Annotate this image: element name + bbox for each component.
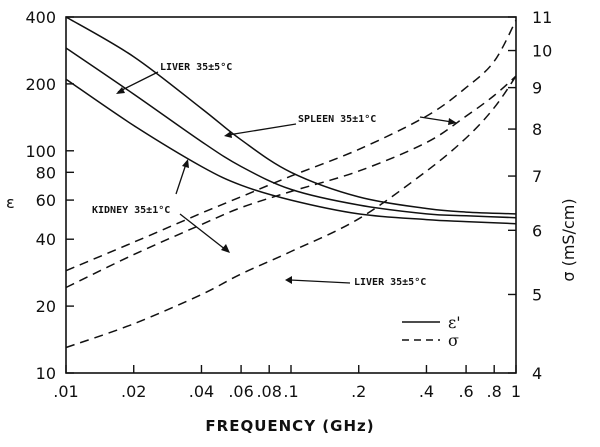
right-tick-label: 8 <box>532 120 542 139</box>
right-tick-label: 10 <box>532 42 552 61</box>
x-tick-label: .2 <box>351 382 366 401</box>
right-tick-label: 4 <box>532 364 542 383</box>
x-tick-label: .8 <box>487 382 502 401</box>
series-line-2 <box>65 78 517 225</box>
left-tick-label: 10 <box>36 364 56 383</box>
x-tick-label: .08 <box>256 382 281 401</box>
annotation-liver-sigma: LIVER 35±5°C <box>285 276 426 288</box>
right-tick-label: 9 <box>532 79 542 98</box>
left-tick-label: 60 <box>36 191 56 210</box>
x-tick-label: .4 <box>419 382 434 401</box>
x-tick-label: .1 <box>283 382 298 401</box>
series-line-1 <box>65 47 517 219</box>
x-axis-title: FREQUENCY (GHz) <box>205 417 374 435</box>
right-tick-label: 5 <box>532 285 542 304</box>
plot-frame <box>65 16 517 374</box>
left-tick-label: 40 <box>36 230 56 249</box>
right-tick-label: 7 <box>532 167 542 186</box>
legend-label-epsilon: ε' <box>448 313 461 332</box>
x-tick-label: .04 <box>189 382 214 401</box>
left-tick-label: 20 <box>36 297 56 316</box>
left-tick-label: 400 <box>25 8 56 27</box>
annotation-liver-epsilon: LIVER 35±5°C <box>116 62 232 94</box>
x-tick-label: .06 <box>228 382 253 401</box>
series-line-5 <box>65 75 517 349</box>
left-axis-title: ε <box>6 193 15 212</box>
left-tick-label: 80 <box>36 163 56 182</box>
annotation-kidney-sigma: KIDNEY 35±1°C <box>92 159 230 253</box>
x-tick-label: 1 <box>511 382 521 401</box>
series-line-3 <box>65 19 517 272</box>
series-line-4 <box>65 75 517 289</box>
right-tick-label: 6 <box>532 221 542 240</box>
annotation-label: LIVER 35±5°C <box>354 277 426 288</box>
series-line-0 <box>65 16 517 215</box>
legend: ε' σ <box>402 313 461 350</box>
right-axis-title: σ (mS/cm) <box>559 198 578 281</box>
left-tick-label: 100 <box>25 142 56 161</box>
right-tick-label: 11 <box>532 8 552 27</box>
annotation-label: SPLEEN 35±1°C <box>298 114 376 125</box>
annotation-label: LIVER 35±5°C <box>160 62 232 73</box>
x-tick-label: .6 <box>458 382 473 401</box>
x-tick-label: .02 <box>121 382 146 401</box>
legend-label-sigma: σ <box>448 331 459 350</box>
x-tick-label: .01 <box>53 382 78 401</box>
annotation-spleen-sigma: SPLEEN 35±1°C <box>224 114 457 138</box>
left-tick-label: 200 <box>25 75 56 94</box>
annotation-label: KIDNEY 35±1°C <box>92 205 170 216</box>
